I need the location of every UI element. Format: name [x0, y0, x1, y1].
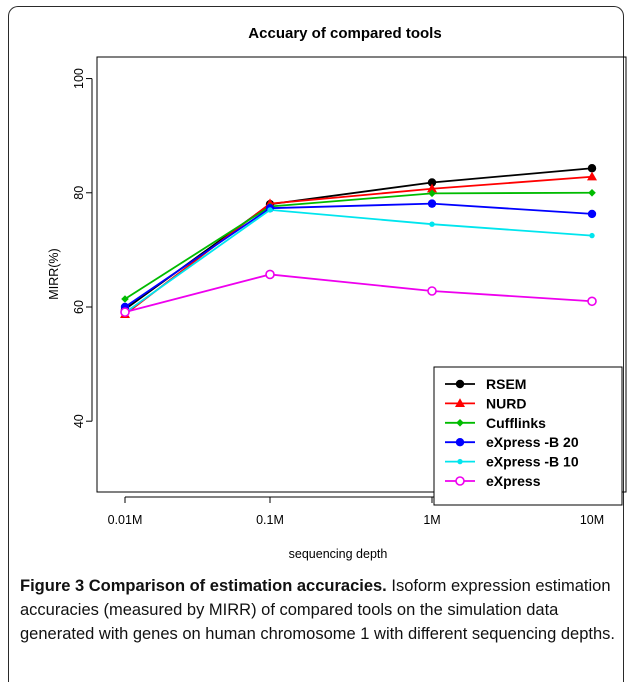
x-axis-label: sequencing depth	[289, 547, 388, 561]
data-point	[428, 189, 436, 198]
legend-label: eXpress -B 10	[486, 454, 579, 470]
figure-frame	[8, 6, 624, 682]
series-line	[124, 273, 593, 314]
line-chart: Accuary of compared tools 0.01M 0.1M 1M 10M…	[47, 25, 627, 561]
data-point	[121, 295, 129, 303]
data-point	[588, 188, 596, 197]
legend-label: RSEM	[486, 376, 526, 392]
caption-text: Isoform expression estimation accuracies…	[20, 577, 615, 643]
legend-item: eXpress -B 10	[445, 454, 579, 470]
data-point	[427, 183, 437, 193]
data-point	[427, 178, 437, 187]
legend-label: NURD	[486, 395, 526, 411]
data-point	[589, 232, 595, 239]
legend-item: RSEM	[445, 376, 526, 392]
legend-label: Cufflinks	[486, 415, 546, 431]
data-point	[587, 164, 597, 173]
legend-item: Cufflinks	[445, 415, 546, 431]
x-tick-label: 0.1M	[256, 513, 284, 527]
chart-title: Accuary of compared tools	[248, 25, 441, 42]
x-tick-label: 1M	[423, 513, 440, 527]
legend-marker	[457, 458, 463, 465]
data-point	[587, 209, 597, 219]
series-rsem	[120, 164, 597, 314]
data-point	[427, 286, 437, 296]
plot-area	[96, 56, 627, 493]
data-point	[587, 296, 597, 307]
data-point	[429, 221, 435, 227]
data-point	[267, 207, 273, 213]
data-point	[120, 307, 130, 317]
series-line	[124, 202, 593, 308]
y-tick-label: 40	[72, 414, 86, 428]
legend-marker	[456, 419, 464, 427]
y-tick-label: 60	[72, 300, 86, 314]
caption-lead: Figure 3 Comparison of estimation accura…	[20, 577, 387, 595]
legend-label: eXpress	[486, 473, 541, 489]
x-tick-label: 0.01M	[108, 513, 143, 527]
series-line	[124, 208, 593, 314]
legend-marker	[455, 476, 465, 486]
legend-box	[433, 366, 623, 506]
y-tick-label: 80	[72, 186, 86, 200]
x-tick-label: 10M	[580, 513, 604, 527]
data-point	[265, 269, 275, 280]
legend-label: eXpress -B 20	[486, 434, 579, 450]
legend-item: eXpress	[445, 473, 541, 489]
data-point	[587, 171, 597, 181]
y-axis-label: MIRR(%)	[47, 248, 61, 299]
legend-marker	[455, 438, 465, 447]
legend-item: NURD	[445, 395, 526, 411]
series-line	[124, 191, 593, 300]
data-point	[427, 199, 437, 208]
legend-item: eXpress -B 20	[445, 434, 579, 450]
legend-marker	[455, 398, 465, 407]
figure-caption: Figure 3 Comparison of estimation accura…	[20, 574, 620, 646]
series-line	[124, 167, 593, 311]
series-line	[124, 175, 593, 316]
series-express	[120, 269, 597, 317]
y-tick-label: 100	[72, 68, 86, 89]
legend-marker	[455, 379, 465, 389]
